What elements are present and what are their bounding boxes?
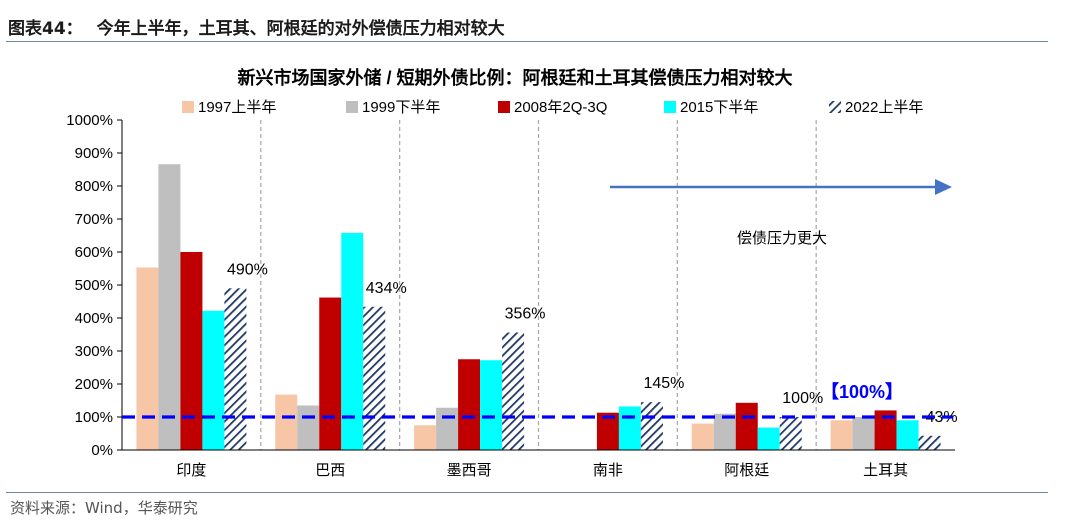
figure-number: 图表44：: [8, 19, 83, 39]
legend-label: 2015下半年: [680, 99, 758, 116]
figure-caption-text: 今年上半年，土耳其、阿根廷的对外偿债压力相对较大: [96, 19, 505, 39]
x-tick-label: 印度: [176, 462, 206, 479]
top-divider: [6, 41, 1048, 42]
figure-caption: 图表44： 今年上半年，土耳其、阿根廷的对外偿债压力相对较大: [8, 14, 505, 39]
bar: [224, 288, 247, 450]
bar: [735, 402, 758, 450]
legend-label: 2008年2Q-3Q: [514, 99, 607, 116]
bar: [618, 406, 641, 450]
legend-label: 1999下半年: [362, 99, 440, 116]
y-tick-label: 100%: [75, 409, 113, 426]
bar: [458, 359, 481, 450]
bar: [691, 423, 714, 450]
y-tick-label: 700%: [75, 211, 113, 228]
data-label: 490%: [227, 261, 268, 278]
bar: [363, 306, 386, 450]
data-label: 434%: [366, 280, 407, 297]
bar: [480, 360, 503, 450]
bar: [158, 164, 181, 450]
y-axis: 0% 100% 200% 300% 400% 500% 600% 700% 800% 900% 10…: [66, 112, 123, 459]
legend-swatch: [829, 101, 841, 113]
bar: [136, 267, 159, 450]
bar: [918, 435, 941, 450]
x-tick-label: 巴西: [315, 462, 345, 479]
y-tick-label: 600%: [75, 244, 113, 261]
bar: [713, 413, 736, 450]
category-separators: [260, 120, 817, 450]
legend-swatch: [498, 101, 510, 113]
legend-swatch: [182, 101, 194, 113]
bar: [436, 407, 459, 450]
bar: [341, 232, 364, 450]
legend: 1997上半年 1999下半年 2008年2Q-3Q 2015下半年 2022上半年: [182, 99, 923, 116]
bottom-divider: [6, 492, 1048, 493]
y-tick-label: 400%: [75, 310, 113, 327]
x-tick-label: 土耳其: [863, 462, 908, 479]
x-axis: 印度 巴西 墨西哥 南非 阿根廷 土耳其: [122, 449, 955, 479]
y-tick-label: 500%: [75, 277, 113, 294]
bar: [202, 310, 225, 450]
bar: [502, 332, 525, 450]
legend-label: 1997上半年: [198, 99, 276, 116]
bar: [830, 420, 853, 450]
bar: [319, 297, 342, 450]
source-note: 资料来源：Wind，华泰研究: [10, 499, 198, 517]
data-label: 356%: [505, 306, 546, 323]
x-tick-label: 南非: [593, 462, 623, 479]
bar: [896, 420, 919, 450]
annotations: 490% 434% 356% 145% 100% 43% 【100%】 偿债压力更大: [122, 179, 958, 426]
legend-swatch: [346, 101, 358, 113]
arrow-head: [935, 179, 952, 195]
chart-title: 新兴市场国家外储 / 短期外债比例：阿根廷和土耳其偿债压力相对较大: [238, 67, 793, 88]
bar: [414, 425, 437, 450]
legend-label: 2022上半年: [845, 99, 923, 116]
bars: [136, 164, 941, 450]
x-tick-label: 阿根廷: [724, 462, 769, 479]
arrow-annotation-label: 偿债压力更大: [737, 230, 827, 247]
bar: [779, 417, 802, 450]
legend-swatch: [664, 101, 676, 113]
bar: [640, 402, 663, 450]
bar: [757, 427, 780, 450]
y-tick-label: 0%: [91, 442, 113, 459]
bar: [180, 252, 203, 450]
bar: [874, 410, 897, 450]
y-tick-label: 900%: [75, 145, 113, 162]
data-label: 145%: [643, 375, 684, 392]
y-tick-label: 300%: [75, 343, 113, 360]
bar: [596, 412, 619, 450]
bar: [275, 394, 298, 450]
bar: [852, 417, 875, 450]
bar: [297, 405, 320, 450]
y-tick-label: 200%: [75, 376, 113, 393]
highlight-label: 【100%】: [821, 382, 903, 402]
y-tick-label: 800%: [75, 178, 113, 195]
data-label: 100%: [782, 390, 823, 407]
data-label: 43%: [926, 409, 958, 426]
y-tick-label: 1000%: [66, 112, 113, 129]
x-tick-label: 墨西哥: [447, 462, 492, 479]
